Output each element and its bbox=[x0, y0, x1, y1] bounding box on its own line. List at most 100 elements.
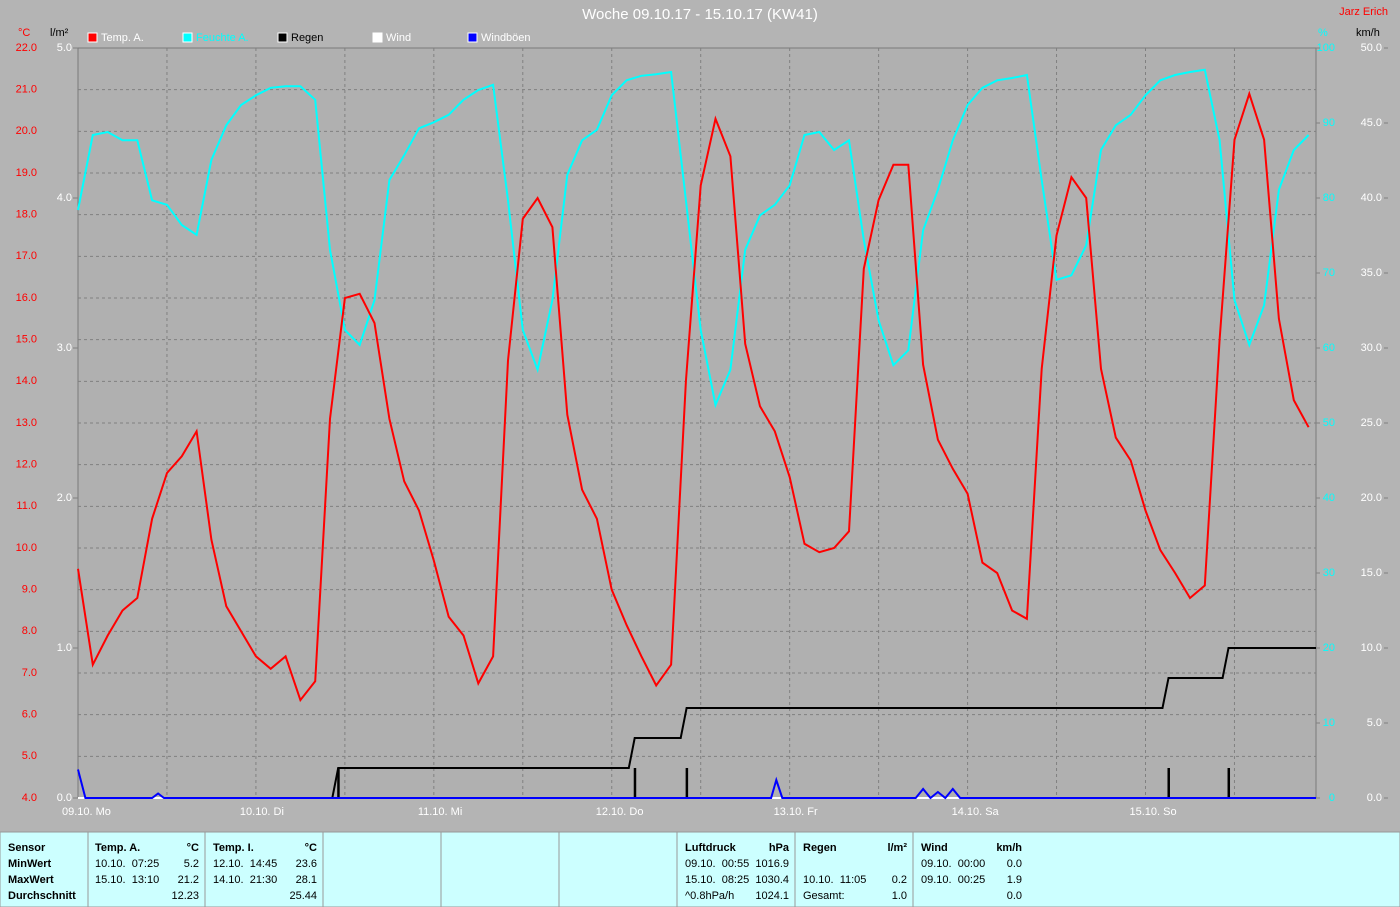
column-title: Luftdruck bbox=[685, 842, 737, 854]
y2-tick-label: 30 bbox=[1323, 567, 1335, 579]
legend-swatch bbox=[372, 32, 383, 43]
y-tick-label: 5.0 bbox=[22, 750, 37, 762]
y3-tick-label: 4.0 bbox=[57, 192, 72, 204]
column-unit: km/h bbox=[996, 842, 1022, 854]
legend-label: Regen bbox=[291, 32, 323, 44]
y-tick-label: 14.0 bbox=[16, 375, 37, 387]
stats-table bbox=[0, 831, 1400, 907]
y-tick-label: 6.0 bbox=[22, 709, 37, 721]
author: Jarz Erich bbox=[1339, 6, 1388, 18]
y2-tick-label: 0 bbox=[1329, 792, 1335, 804]
row-label: Sensor bbox=[8, 842, 46, 854]
x-tick-label: 10.10. Di bbox=[240, 806, 284, 818]
legend-swatch bbox=[87, 32, 98, 43]
y2-tick-label: 100 bbox=[1317, 42, 1335, 54]
legend-label: Wind bbox=[386, 32, 411, 44]
cell-value: 1.9 bbox=[1007, 874, 1022, 886]
y3-tick-label: 1.0 bbox=[57, 642, 72, 654]
y4-tick-label: 50.0 bbox=[1361, 42, 1382, 54]
y-axis-unit: °C bbox=[18, 27, 30, 39]
y-tick-label: 19.0 bbox=[16, 167, 37, 179]
y-tick-label: 8.0 bbox=[22, 625, 37, 637]
series-line bbox=[77, 90, 1310, 703]
y4-tick-label: 0.0 bbox=[1367, 792, 1382, 804]
y3-tick-label: 0.0 bbox=[57, 792, 72, 804]
series-line bbox=[77, 68, 1310, 409]
y-tick-label: 10.0 bbox=[16, 542, 37, 554]
legend-swatch bbox=[277, 32, 288, 43]
column-title: Temp. A. bbox=[95, 842, 140, 854]
column-title: Wind bbox=[921, 842, 948, 854]
cell-value: 5.2 bbox=[184, 858, 199, 870]
y-tick-label: 22.0 bbox=[16, 42, 37, 54]
row-label: MinWert bbox=[8, 858, 52, 870]
cell-value: 0.0 bbox=[1007, 890, 1022, 902]
y-tick-label: 16.0 bbox=[16, 292, 37, 304]
y-tick-label: 7.0 bbox=[22, 667, 37, 679]
rain-bar bbox=[685, 768, 689, 798]
x-tick-label: 14.10. Sa bbox=[952, 806, 1000, 818]
cell-label: Gesamt: bbox=[803, 890, 845, 902]
y4-tick-label: 10.0 bbox=[1361, 642, 1382, 654]
cell-value: 1030.4 bbox=[755, 874, 789, 886]
row-label: Durchschnitt bbox=[8, 890, 76, 902]
rain-bar bbox=[1227, 768, 1231, 798]
y2-tick-label: 20 bbox=[1323, 642, 1335, 654]
cell-value: 0.2 bbox=[892, 874, 907, 886]
y2-tick-label: 10 bbox=[1323, 717, 1335, 729]
y-tick-label: 20.0 bbox=[16, 125, 37, 137]
cell-label: 09.10. 00:00 bbox=[921, 858, 985, 870]
y3-tick-label: 3.0 bbox=[57, 342, 72, 354]
y4-tick-label: 25.0 bbox=[1361, 417, 1382, 429]
y2-tick-label: 70 bbox=[1323, 267, 1335, 279]
y2-tick-label: 60 bbox=[1323, 342, 1335, 354]
cell-value: 1016.9 bbox=[755, 858, 789, 870]
y-tick-label: 13.0 bbox=[16, 417, 37, 429]
y-tick-label: 21.0 bbox=[16, 84, 37, 96]
series-line bbox=[77, 769, 1316, 800]
cell-value: 1.0 bbox=[892, 890, 907, 902]
x-tick-label: 15.10. So bbox=[1129, 806, 1176, 818]
cell-value: 0.0 bbox=[1007, 858, 1022, 870]
y4-tick-label: 5.0 bbox=[1367, 717, 1382, 729]
y4-tick-label: 40.0 bbox=[1361, 192, 1382, 204]
cell-label: 09.10. 00:55 bbox=[685, 858, 749, 870]
y2-tick-label: 80 bbox=[1323, 192, 1335, 204]
cell-value: 12.23 bbox=[171, 890, 199, 902]
y-tick-label: 4.0 bbox=[22, 792, 37, 804]
y4-axis-unit: km/h bbox=[1356, 27, 1380, 39]
legend-label: Feuchte A. bbox=[196, 32, 249, 44]
cell-value: 28.1 bbox=[296, 874, 317, 886]
y3-tick-label: 5.0 bbox=[57, 42, 72, 54]
y4-tick-label: 20.0 bbox=[1361, 492, 1382, 504]
cell-value: 23.6 bbox=[296, 858, 317, 870]
y4-tick-label: 30.0 bbox=[1361, 342, 1382, 354]
column-unit: l/m² bbox=[887, 842, 907, 854]
y3-axis-unit: l/m² bbox=[50, 27, 69, 39]
cell-label: 10.10. 07:25 bbox=[95, 858, 159, 870]
y2-axis-unit: % bbox=[1318, 27, 1328, 39]
legend-swatch bbox=[467, 32, 478, 43]
x-tick-label: 11.10. Mi bbox=[418, 806, 462, 818]
x-tick-label: 13.10. Fr bbox=[774, 806, 818, 818]
y2-tick-label: 50 bbox=[1323, 417, 1335, 429]
y-tick-label: 9.0 bbox=[22, 584, 37, 596]
column-title: Regen bbox=[803, 842, 837, 854]
rain-bar bbox=[633, 768, 637, 798]
legend-label: Temp. A. bbox=[101, 32, 144, 44]
cell-value: 21.2 bbox=[178, 874, 199, 886]
column-title: Temp. I. bbox=[213, 842, 254, 854]
x-tick-label: 09.10. Mo bbox=[62, 806, 111, 818]
rain-bar bbox=[337, 768, 340, 798]
cell-label: ^0.8hPa/h bbox=[685, 890, 734, 902]
chart-title: Woche 09.10.17 - 15.10.17 (KW41) bbox=[582, 6, 818, 23]
y-tick-label: 18.0 bbox=[16, 209, 37, 221]
column-unit: °C bbox=[187, 842, 199, 854]
cell-value: 25.44 bbox=[289, 890, 317, 902]
legend-label: Windböen bbox=[481, 32, 531, 44]
cell-label: 09.10. 00:25 bbox=[921, 874, 985, 886]
column-unit: hPa bbox=[769, 842, 790, 854]
y-tick-label: 12.0 bbox=[16, 459, 37, 471]
y-tick-label: 15.0 bbox=[16, 334, 37, 346]
y3-tick-label: 2.0 bbox=[57, 492, 72, 504]
